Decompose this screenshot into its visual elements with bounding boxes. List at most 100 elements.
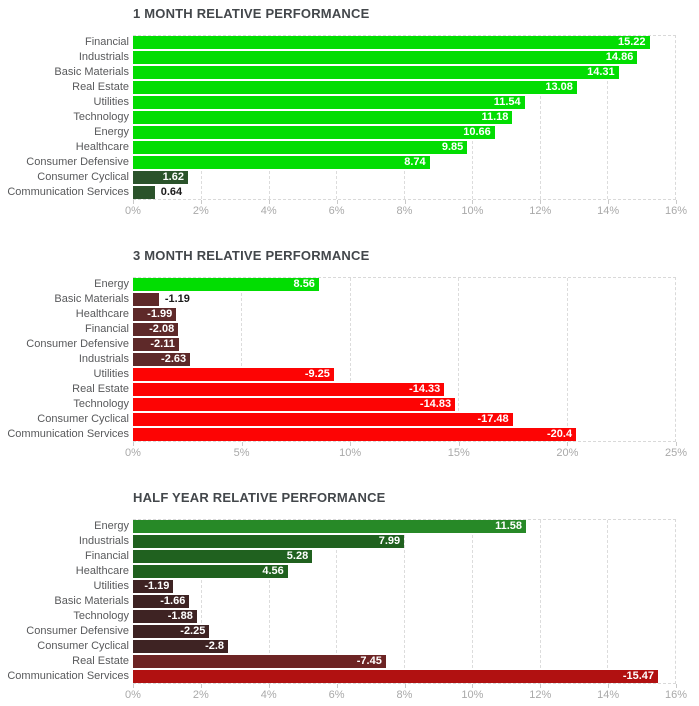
bar-row: Communication Services -15.47: [0, 669, 699, 684]
bar-rows: Energy 11.58 Industrials 7.99 Financial 5.28 H…: [0, 519, 699, 684]
bar: [133, 141, 468, 154]
bar-row: Energy 10.66: [0, 125, 699, 140]
bar-row: Consumer Cyclical 1.62: [0, 170, 699, 185]
bar: [133, 520, 526, 533]
category-label: Technology: [73, 610, 129, 622]
bar-row: Communication Services 0.64: [0, 185, 699, 200]
category-label: Communication Services: [7, 186, 129, 198]
value-label: 8.74: [404, 156, 426, 168]
category-label: Utilities: [93, 580, 129, 592]
category-label: Utilities: [93, 96, 129, 108]
bar-row: Healthcare -1.99: [0, 307, 699, 322]
chart-title: 1 MONTH RELATIVE PERFORMANCE: [133, 6, 370, 21]
bar: [133, 580, 174, 593]
tick-label: 2%: [192, 689, 209, 701]
bar-track: -1.99: [133, 307, 676, 322]
bar-track: -2.08: [133, 322, 676, 337]
tick-mark: [241, 442, 243, 446]
category-label: Financial: [84, 323, 129, 335]
bar-row: Financial 15.22: [0, 35, 699, 50]
tick-label: 10%: [339, 447, 362, 459]
bar-row: Real Estate -14.33: [0, 382, 699, 397]
category-label: Technology: [73, 398, 129, 410]
bar: [133, 308, 177, 321]
tick-label: 12%: [529, 205, 552, 217]
bar-track: -1.19: [133, 292, 676, 307]
category-label: Energy: [94, 520, 129, 532]
category-label: Real Estate: [72, 383, 129, 395]
value-label: -14.83: [419, 398, 452, 410]
bar-track: -15.47: [133, 669, 676, 684]
bar: [133, 171, 188, 184]
tick-label: 0%: [125, 205, 141, 217]
bar-row: Basic Materials -1.66: [0, 594, 699, 609]
category-label: Basic Materials: [54, 66, 129, 78]
bar-track: -1.19: [133, 579, 676, 594]
tick-mark: [268, 684, 270, 688]
bar-track: 8.74: [133, 155, 676, 170]
chart-half-year-relative-performance: HALF YEAR RELATIVE PERFORMANCE Energy 11.…: [0, 489, 699, 704]
plot-area: Energy 11.58 Industrials 7.99 Financial 5.28 H…: [0, 519, 699, 684]
bar-rows: Financial 15.22 Industrials 14.86 Basic Mate…: [0, 35, 699, 200]
value-label: -15.47: [622, 670, 655, 682]
bar-track: -9.25: [133, 367, 676, 382]
chart-title: HALF YEAR RELATIVE PERFORMANCE: [133, 490, 386, 505]
tick-mark: [133, 200, 134, 204]
bar-track: 10.66: [133, 125, 676, 140]
value-label: 11.18: [481, 111, 509, 123]
bar-row: Consumer Cyclical -2.8: [0, 639, 699, 654]
bar: [133, 413, 513, 426]
category-label: Energy: [94, 126, 129, 138]
bar-track: 14.31: [133, 65, 676, 80]
category-label: Healthcare: [75, 565, 129, 577]
category-label: Communication Services: [7, 670, 129, 682]
bar: [133, 338, 179, 351]
category-label: Industrials: [78, 535, 129, 547]
bar-row: Industrials 7.99: [0, 534, 699, 549]
chart-3-month-relative-performance: 3 MONTH RELATIVE PERFORMANCE Energy 8.56 B…: [0, 247, 699, 462]
category-label: Consumer Cyclical: [37, 413, 129, 425]
category-label: Consumer Defensive: [26, 625, 129, 637]
chart-1-month-relative-performance: 1 MONTH RELATIVE PERFORMANCE Financial 15…: [0, 5, 699, 220]
bar-row: Industrials 14.86: [0, 50, 699, 65]
tick-mark: [567, 442, 569, 446]
bar-track: -2.8: [133, 639, 676, 654]
bar-track: -7.45: [133, 654, 676, 669]
tick-label: 14%: [597, 689, 620, 701]
bar-row: Consumer Defensive 8.74: [0, 155, 699, 170]
bar-track: 11.18: [133, 110, 676, 125]
bar-track: -17.48: [133, 412, 676, 427]
bar-row: Healthcare 9.85: [0, 140, 699, 155]
value-label: -2.25: [180, 625, 206, 637]
bar: [133, 36, 650, 49]
bar: [133, 96, 525, 109]
bar-row: Industrials -2.63: [0, 352, 699, 367]
x-axis: 0% 2% 4% 6% 8% 10% 12% 14% 16%: [125, 200, 687, 220]
bar: [133, 655, 386, 668]
bar-track: 8.56: [133, 277, 676, 292]
bar: [133, 640, 229, 653]
value-label: -14.33: [409, 383, 441, 395]
bar: [133, 383, 445, 396]
category-label: Consumer Cyclical: [37, 640, 129, 652]
bar: [133, 550, 313, 563]
bar-track: 15.22: [133, 35, 676, 50]
tick-label: 16%: [664, 689, 688, 701]
tick-label: 0%: [125, 447, 141, 459]
bar: [133, 156, 430, 169]
bar-track: -20.4: [133, 427, 676, 442]
tick-label: 12%: [529, 689, 552, 701]
bar: [133, 111, 513, 124]
bar: [133, 625, 210, 638]
tick-label: 0%: [125, 689, 141, 701]
bar-row: Consumer Defensive -2.11: [0, 337, 699, 352]
value-label: -9.25: [304, 368, 330, 380]
tick-mark: [676, 200, 677, 204]
bar: [133, 610, 197, 623]
bar-track: 11.54: [133, 95, 676, 110]
category-label: Communication Services: [7, 428, 129, 440]
category-label: Utilities: [93, 368, 129, 380]
bar-track: 5.28: [133, 549, 676, 564]
value-label: 13.08: [545, 81, 573, 93]
category-label: Real Estate: [72, 81, 129, 93]
